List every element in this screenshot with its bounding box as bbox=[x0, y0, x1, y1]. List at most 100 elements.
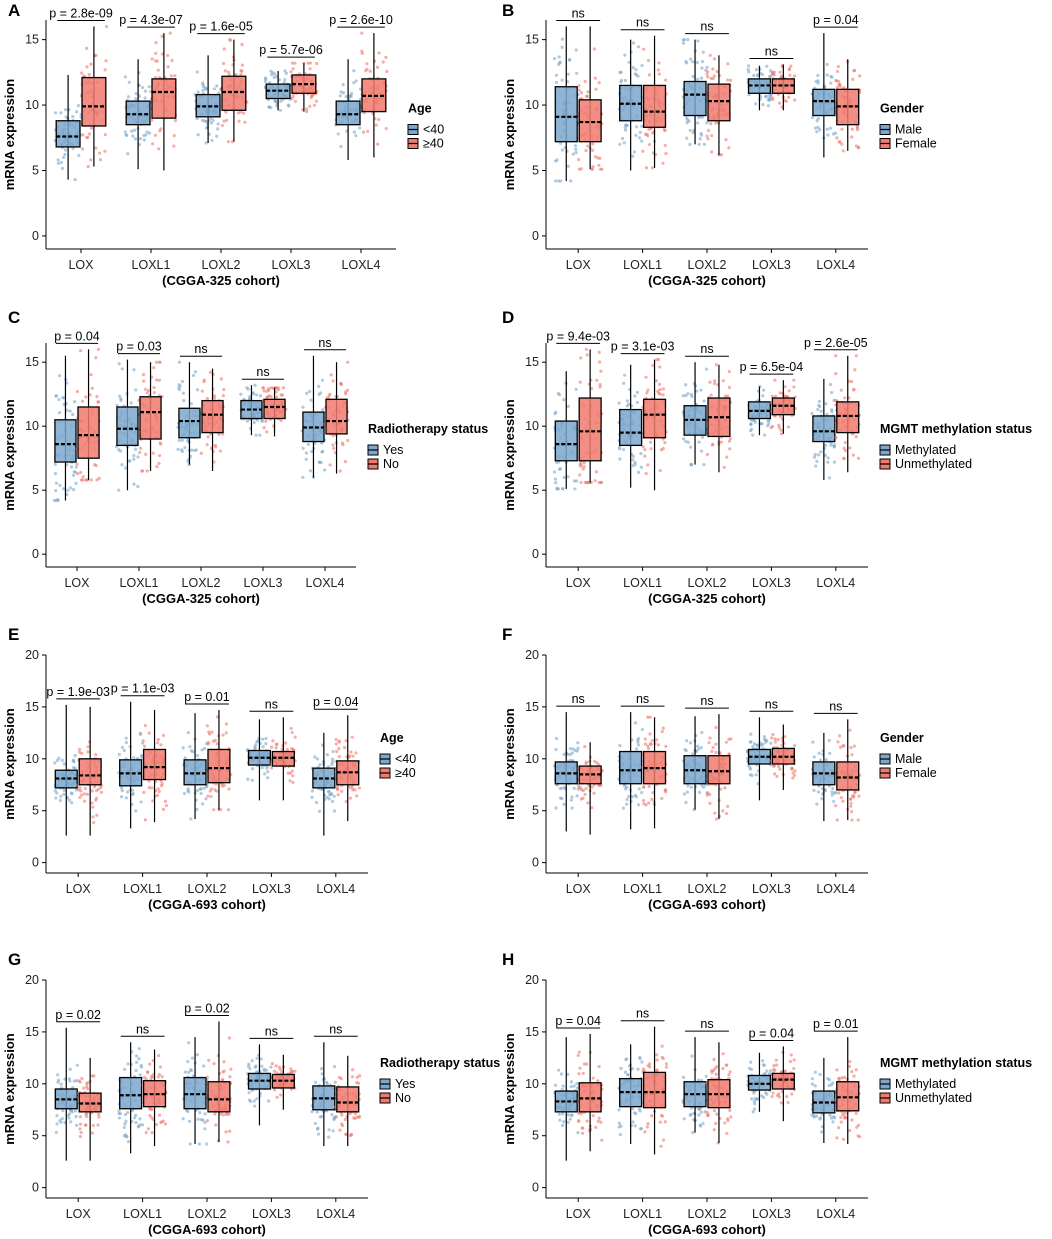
data-point bbox=[754, 773, 758, 777]
data-point bbox=[662, 128, 666, 132]
box-Methylated bbox=[554, 420, 578, 462]
data-point bbox=[777, 101, 782, 105]
data-point bbox=[839, 388, 843, 392]
x-tick-label: LOXL1 bbox=[623, 1207, 662, 1221]
data-point bbox=[92, 785, 97, 789]
data-point bbox=[618, 70, 622, 74]
data-point bbox=[160, 52, 164, 56]
data-point bbox=[682, 1117, 686, 1121]
data-point bbox=[338, 469, 342, 473]
data-point bbox=[855, 1125, 859, 1129]
data-point bbox=[99, 790, 104, 794]
data-point bbox=[646, 715, 650, 719]
data-point bbox=[310, 789, 314, 793]
data-point bbox=[357, 786, 362, 790]
data-point bbox=[222, 1060, 226, 1064]
data-point bbox=[634, 1112, 638, 1116]
data-point bbox=[124, 1134, 129, 1139]
data-point bbox=[553, 477, 558, 481]
data-point bbox=[337, 746, 341, 751]
y-tick-label: 5 bbox=[32, 804, 39, 818]
data-point bbox=[793, 743, 797, 748]
data-point bbox=[86, 164, 90, 169]
data-point bbox=[599, 1120, 603, 1124]
data-point bbox=[189, 402, 193, 406]
data-point bbox=[593, 759, 597, 763]
x-tick-label: LOXL1 bbox=[623, 258, 662, 272]
data-point bbox=[68, 1067, 72, 1071]
data-point bbox=[727, 146, 731, 150]
data-point bbox=[360, 31, 364, 35]
data-point bbox=[618, 743, 622, 748]
data-point bbox=[337, 755, 342, 759]
data-point bbox=[310, 449, 314, 454]
significance-label: ns bbox=[829, 699, 842, 713]
x-tick-label: LOX bbox=[566, 258, 592, 272]
data-point bbox=[293, 61, 297, 65]
data-point bbox=[82, 1086, 86, 1090]
data-point bbox=[566, 72, 570, 76]
data-point bbox=[828, 382, 833, 387]
data-point bbox=[714, 1072, 718, 1076]
data-point bbox=[173, 74, 177, 78]
data-point bbox=[570, 806, 574, 810]
data-point bbox=[90, 801, 94, 805]
data-point bbox=[210, 730, 214, 734]
data-point bbox=[320, 378, 325, 382]
data-point bbox=[134, 1113, 138, 1117]
data-point bbox=[187, 1041, 191, 1045]
data-point bbox=[568, 747, 573, 751]
data-point bbox=[227, 1036, 231, 1040]
data-point bbox=[771, 732, 775, 737]
x-axis-label: (CGGA-693 cohort) bbox=[148, 897, 266, 912]
data-point bbox=[253, 383, 257, 387]
x-tick-label: LOXL4 bbox=[316, 1207, 355, 1221]
data-point bbox=[696, 121, 700, 125]
data-point bbox=[664, 151, 668, 156]
data-point bbox=[68, 486, 73, 490]
data-point bbox=[790, 767, 794, 771]
data-point bbox=[260, 766, 264, 770]
x-tick-label: LOXL1 bbox=[123, 882, 162, 896]
data-point bbox=[848, 1059, 852, 1064]
data-point bbox=[79, 349, 83, 353]
data-point bbox=[80, 399, 85, 403]
x-tick-label: LOX bbox=[64, 576, 90, 590]
data-point bbox=[61, 1109, 65, 1113]
data-point bbox=[570, 751, 574, 755]
data-point bbox=[254, 433, 258, 437]
data-point bbox=[721, 809, 725, 813]
significance-label: ns bbox=[265, 697, 278, 711]
data-point bbox=[78, 1135, 82, 1139]
data-point bbox=[639, 1127, 644, 1131]
data-point bbox=[699, 133, 704, 137]
data-point bbox=[186, 1060, 190, 1064]
data-point bbox=[140, 85, 145, 90]
data-point bbox=[661, 393, 665, 397]
y-axis-label: mRNA expression bbox=[2, 79, 17, 191]
data-point bbox=[557, 179, 561, 183]
significance-label: p = 0.04 bbox=[313, 695, 359, 709]
y-tick-label: 10 bbox=[25, 98, 39, 112]
data-point bbox=[312, 103, 317, 107]
data-point bbox=[833, 443, 837, 447]
data-point bbox=[660, 796, 664, 801]
data-point bbox=[686, 440, 691, 444]
data-point bbox=[211, 118, 215, 122]
data-point bbox=[634, 721, 638, 725]
data-point bbox=[638, 1109, 642, 1113]
data-point bbox=[625, 404, 629, 408]
data-point bbox=[617, 1125, 621, 1129]
data-point bbox=[225, 118, 229, 122]
data-point bbox=[684, 61, 689, 65]
data-point bbox=[777, 423, 781, 427]
data-point bbox=[291, 774, 295, 778]
data-point bbox=[206, 794, 210, 798]
data-point bbox=[75, 110, 79, 114]
data-point bbox=[583, 744, 587, 749]
data-point bbox=[188, 745, 192, 749]
data-point bbox=[699, 449, 704, 453]
significance-label: p = 0.04 bbox=[555, 1014, 601, 1028]
data-point bbox=[228, 1129, 232, 1133]
